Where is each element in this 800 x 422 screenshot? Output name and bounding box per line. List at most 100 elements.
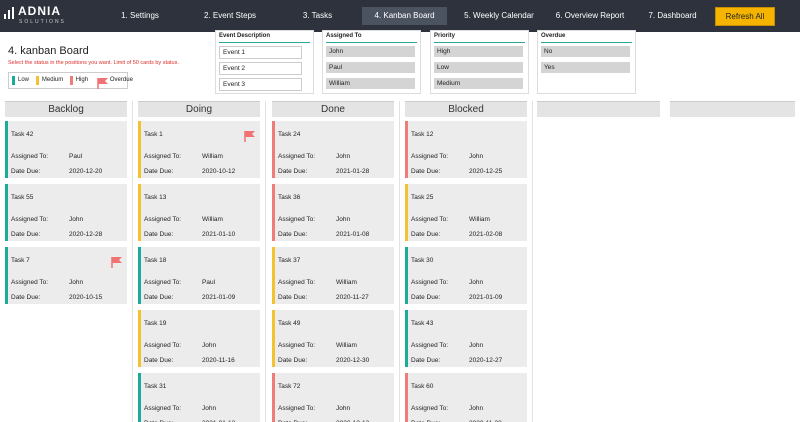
assigned-label: Assigned To:: [144, 342, 182, 349]
assigned-name: John: [336, 153, 351, 160]
priority-bar: [138, 373, 141, 422]
page-note: Select the status in the positions you w…: [8, 60, 179, 66]
assigned-label: Assigned To:: [278, 279, 316, 286]
slicer-title: Overdue: [541, 33, 566, 39]
slicer-line: [219, 42, 310, 43]
slicer-item[interactable]: Medium: [434, 78, 523, 89]
slicer: Overdue No Yes: [537, 30, 636, 94]
task-name: Task 25: [411, 194, 434, 201]
assigned-name: John: [469, 153, 484, 160]
due-date: 2020-11-28: [469, 420, 502, 422]
due-date: 2020-11-16: [202, 357, 235, 364]
nav-tab[interactable]: 5. Weekly Calendar: [464, 11, 534, 20]
task-card[interactable]: Task 30 Assigned To: John Date Due: 2021-01-…: [405, 247, 527, 304]
slicer-item[interactable]: Event 3: [219, 78, 302, 91]
task-card[interactable]: Task 31 Assigned To: John Date Due: 2021-01-…: [138, 373, 260, 422]
slicer-item[interactable]: John: [326, 46, 415, 57]
priority-bar: [405, 247, 408, 304]
slicer-item[interactable]: Paul: [326, 62, 415, 73]
assigned-name: William: [202, 153, 223, 160]
slicer: Event Description Event 1 Event 2 Event 3: [215, 30, 314, 94]
due-date: 2020-12-27: [469, 357, 503, 364]
due-label: Date Due:: [144, 231, 174, 238]
assigned-label: Assigned To:: [11, 216, 49, 223]
task-card[interactable]: Task 72 Assigned To: John Date Due: 2020-12-…: [272, 373, 394, 422]
task-card[interactable]: Task 37 Assigned To: William Date Due: 2020-…: [272, 247, 394, 304]
task-card[interactable]: Task 7 Assigned To: John Date Due: 2020-10-1…: [5, 247, 127, 304]
column-divider: [265, 101, 266, 422]
nav-tab[interactable]: 1. Settings: [121, 11, 159, 20]
task-name: Task 37: [278, 257, 301, 264]
slicer-item[interactable]: Yes: [541, 62, 630, 73]
task-card[interactable]: Task 1 Assigned To: William Date Due: 2020-1…: [138, 121, 260, 178]
task-name: Task 7: [11, 257, 30, 264]
page-title: 4. kanban Board: [8, 45, 89, 57]
priority-bar: [272, 310, 275, 367]
due-date: 2020-12-30: [336, 357, 370, 364]
due-label: Date Due:: [144, 294, 174, 301]
slicer-line: [541, 42, 632, 43]
legend-swatch: [69, 76, 73, 85]
assigned-label: Assigned To:: [411, 216, 449, 223]
nav-tab[interactable]: 3. Tasks: [302, 11, 333, 20]
task-card[interactable]: Task 12 Assigned To: John Date Due: 2020-12-…: [405, 121, 527, 178]
assigned-label: Assigned To:: [144, 405, 182, 412]
assigned-label: Assigned To:: [278, 216, 316, 223]
slicer-item[interactable]: William: [326, 78, 415, 89]
assigned-label: Assigned To:: [411, 279, 449, 286]
slicer-item[interactable]: Low: [434, 62, 523, 73]
task-card[interactable]: Task 55 Assigned To: John Date Due: 2020-12-…: [5, 184, 127, 241]
slicer-item[interactable]: No: [541, 46, 630, 57]
priority-bar: [272, 247, 275, 304]
nav-tab[interactable]: 4. Kanban Board: [362, 7, 447, 25]
slicer-line: [326, 42, 417, 43]
task-card[interactable]: Task 43 Assigned To: John Date Due: 2020-12-…: [405, 310, 527, 367]
task-card[interactable]: Task 36 Assigned To: John Date Due: 2021-01-…: [272, 184, 394, 241]
nav-tab[interactable]: 2. Event Steps: [203, 11, 257, 20]
due-date: 2020-12-25: [469, 168, 503, 175]
assigned-name: William: [336, 279, 357, 286]
priority-bar: [272, 121, 275, 178]
nav-tab[interactable]: 6. Overview Report: [555, 11, 625, 20]
due-label: Date Due:: [144, 357, 174, 364]
assigned-label: Assigned To:: [11, 279, 49, 286]
due-date: 2021-02-08: [469, 231, 503, 238]
due-date: 2021-01-28: [336, 168, 370, 175]
due-label: Date Due:: [278, 420, 307, 422]
nav-tab[interactable]: 7. Dashboard: [648, 11, 697, 20]
due-date: 2021-01-08: [336, 231, 370, 238]
column-divider: [132, 101, 133, 422]
due-label: Date Due:: [144, 420, 173, 422]
task-card[interactable]: Task 49 Assigned To: William Date Due: 2020-…: [272, 310, 394, 367]
due-date: 2021-01-09: [469, 294, 503, 301]
slicer-item[interactable]: Event 2: [219, 62, 302, 75]
task-card[interactable]: Task 13 Assigned To: William Date Due: 2021-…: [138, 184, 260, 241]
slicer-item[interactable]: Event 1: [219, 46, 302, 59]
task-name: Task 1: [144, 131, 163, 138]
assigned-name: John: [469, 342, 484, 349]
due-date: 2020-12-13: [336, 420, 369, 422]
legend-swatch: [12, 76, 15, 85]
assigned-label: Assigned To:: [144, 216, 182, 223]
task-card[interactable]: Task 18 Assigned To: Paul Date Due: 2021-01-…: [138, 247, 260, 304]
slicer-item[interactable]: High: [434, 46, 523, 57]
priority-bar: [5, 247, 8, 304]
task-card[interactable]: Task 42 Assigned To: Paul Date Due: 2020-12-…: [5, 121, 127, 178]
assigned-label: Assigned To:: [11, 153, 49, 160]
logo-tagline: SOLUTIONS: [19, 19, 66, 25]
due-label: Date Due:: [278, 168, 308, 175]
task-card[interactable]: Task 24 Assigned To: John Date Due: 2021-01-…: [272, 121, 394, 178]
task-card[interactable]: Task 25 Assigned To: William Date Due: 2021-…: [405, 184, 527, 241]
legend-label: Low: [18, 77, 30, 83]
column-header: Blocked: [405, 101, 527, 117]
task-card[interactable]: Task 19 Assigned To: John Date Due: 2020-11-…: [138, 310, 260, 367]
task-name: Task 60: [411, 383, 434, 390]
overdue-flag: [97, 76, 109, 89]
refresh-button[interactable]: Refresh All: [715, 7, 775, 26]
task-name: Task 13: [144, 194, 167, 201]
assigned-name: John: [469, 279, 484, 286]
due-label: Date Due:: [278, 357, 308, 364]
task-card[interactable]: Task 60 Assigned To: John Date Due: 2020-11-…: [405, 373, 527, 422]
legend-label: High: [75, 77, 89, 83]
